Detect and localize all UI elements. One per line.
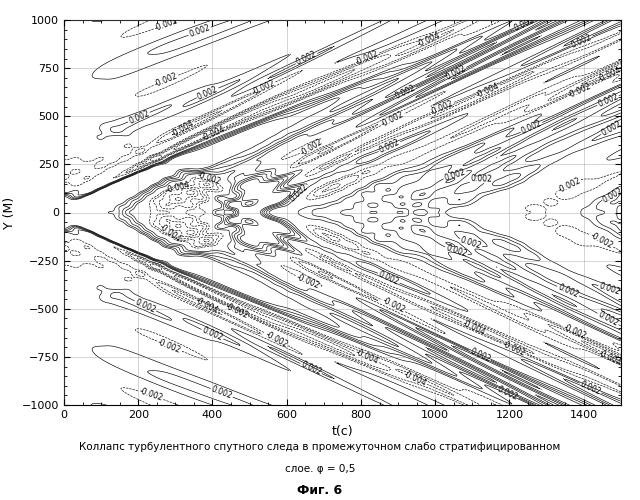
Text: 0.002: 0.002: [378, 138, 401, 155]
Text: -0.002: -0.002: [354, 49, 380, 67]
Text: 0.002: 0.002: [188, 23, 211, 39]
Text: 0.002: 0.002: [445, 243, 468, 258]
Text: 0.002: 0.002: [299, 360, 323, 378]
Text: -0.002: -0.002: [263, 330, 289, 349]
Text: 0.002: 0.002: [287, 182, 310, 204]
Text: -0.004: -0.004: [402, 370, 428, 388]
Text: 0.002: 0.002: [444, 64, 467, 82]
Text: -0.002: -0.002: [589, 231, 614, 250]
Text: -0.002: -0.002: [223, 302, 250, 320]
Text: -0.004: -0.004: [164, 180, 191, 195]
Text: 0.002: 0.002: [579, 380, 602, 396]
Text: 0.002: 0.002: [513, 16, 536, 33]
Text: -0.004: -0.004: [596, 65, 623, 84]
Text: 0.002: 0.002: [601, 186, 625, 204]
Text: -0.004: -0.004: [596, 348, 623, 367]
Text: Коллапс турбулентного спутного следа в промежуточном слабо стратифицированном: Коллапс турбулентного спутного следа в п…: [79, 442, 561, 452]
Text: -0.002: -0.002: [294, 272, 321, 290]
Text: -0.004: -0.004: [170, 118, 196, 139]
Text: -0.002: -0.002: [138, 387, 164, 404]
Text: 0.002: 0.002: [127, 108, 151, 126]
Text: -0.002: -0.002: [250, 78, 276, 96]
Text: -0.002: -0.002: [380, 110, 406, 129]
Text: 0.002: 0.002: [377, 270, 401, 286]
Text: 0.002: 0.002: [394, 84, 417, 101]
Text: 0.002: 0.002: [556, 282, 580, 300]
X-axis label: t(c): t(c): [332, 426, 353, 438]
Text: 0.002: 0.002: [196, 84, 220, 102]
Text: 0.002: 0.002: [200, 326, 224, 343]
Text: Фиг. 6: Фиг. 6: [298, 484, 342, 497]
Text: 0.002: 0.002: [520, 119, 543, 136]
Text: 0.002: 0.002: [600, 118, 623, 138]
Text: 0.002: 0.002: [459, 236, 483, 251]
Text: 0.002: 0.002: [134, 298, 157, 314]
Text: -0.002: -0.002: [153, 16, 179, 33]
Text: -0.002: -0.002: [556, 176, 582, 195]
Text: -0.004: -0.004: [193, 296, 220, 316]
Text: слое. φ = 0,5: слое. φ = 0,5: [285, 464, 355, 474]
Text: -0.002: -0.002: [561, 322, 588, 341]
Text: 0.002: 0.002: [468, 346, 492, 364]
Text: -0.004: -0.004: [201, 124, 227, 143]
Text: -0.004: -0.004: [475, 82, 501, 100]
Text: 0.002: 0.002: [496, 384, 520, 402]
Text: 0.002: 0.002: [596, 310, 620, 328]
Text: -0.002: -0.002: [153, 72, 179, 89]
Text: -0.004: -0.004: [461, 318, 487, 337]
Text: -0.004: -0.004: [354, 348, 380, 366]
Text: -0.002: -0.002: [500, 340, 527, 358]
Text: -0.004: -0.004: [416, 30, 442, 49]
Text: 0.002: 0.002: [443, 167, 467, 182]
Text: 0.002: 0.002: [210, 385, 234, 401]
Text: -0.002: -0.002: [196, 170, 222, 187]
Text: -0.004: -0.004: [157, 222, 182, 244]
Text: -0.002: -0.002: [156, 338, 182, 355]
Y-axis label: Y (M): Y (M): [3, 196, 16, 228]
Text: -0.002: -0.002: [298, 137, 324, 158]
Text: 0.002: 0.002: [470, 174, 492, 184]
Text: 0.002: 0.002: [295, 50, 318, 67]
Text: -0.002: -0.002: [429, 98, 455, 116]
Text: -0.002: -0.002: [566, 82, 593, 100]
Text: 0.002: 0.002: [596, 92, 620, 109]
Text: -0.002: -0.002: [380, 296, 406, 315]
Text: 0.002: 0.002: [598, 282, 621, 297]
Text: 0.002: 0.002: [570, 32, 593, 50]
